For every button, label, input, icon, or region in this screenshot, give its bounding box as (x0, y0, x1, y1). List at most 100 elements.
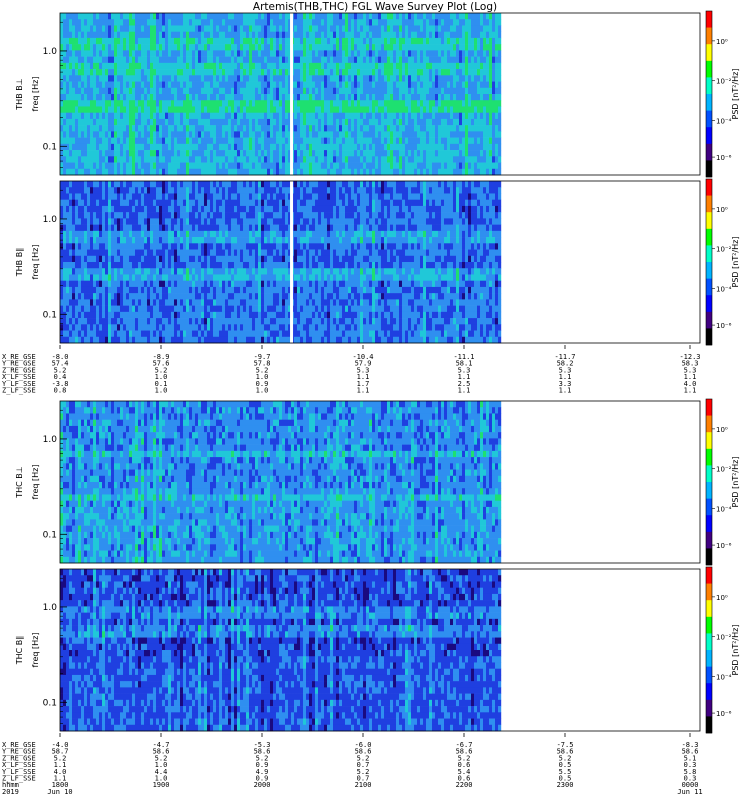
spectrogram-cell (417, 13, 421, 20)
spectrogram-cell (261, 37, 265, 45)
spectrogram-cell (123, 143, 127, 151)
spectrogram-cell (174, 143, 178, 151)
spectrogram-cell (309, 56, 313, 64)
spectrogram-cell (378, 81, 382, 89)
spectrogram-cell (192, 162, 196, 170)
spectrogram-cell (111, 87, 115, 95)
spectrogram-cell (378, 156, 382, 163)
spectrogram-cell (135, 69, 139, 76)
spectrogram-cell (255, 131, 259, 138)
spectrogram-cell (243, 94, 247, 101)
spectrogram-cell (162, 230, 166, 238)
spectrogram-cell (390, 100, 394, 107)
spectrogram-cell (411, 168, 415, 176)
spectrogram-cell (75, 318, 79, 325)
spectrogram-cell (87, 94, 91, 101)
spectrogram-cell (120, 37, 124, 45)
spectrogram-cell (228, 87, 232, 95)
spectrogram-cell (135, 205, 139, 213)
spectrogram-cell (384, 19, 388, 26)
spectrogram-cell (456, 37, 460, 45)
spectrogram-cell (273, 106, 277, 113)
spectrogram-cell (120, 293, 124, 300)
spectrogram-cell (363, 87, 367, 95)
spectrogram-cell (405, 168, 409, 176)
spectrogram-cell (108, 249, 112, 257)
spectrogram-cell (246, 87, 250, 95)
spectrogram-cell (150, 75, 154, 82)
spectrogram-cell (126, 106, 130, 113)
spectrogram-cell (372, 100, 376, 107)
spectrogram-cell (84, 50, 88, 57)
spectrogram-cell (270, 106, 274, 113)
spectrogram-cell (417, 44, 421, 51)
spectrogram-cell (339, 112, 343, 120)
spectrogram-cell (453, 106, 457, 113)
spectrogram-cell (150, 280, 154, 288)
spectrogram-cell (357, 25, 361, 32)
spectrogram-cell (210, 62, 214, 70)
spectrogram-cell (327, 143, 331, 151)
spectrogram-cell (351, 69, 355, 76)
spectrogram-cell (99, 100, 103, 107)
spectrogram-cell (300, 118, 304, 126)
spectrogram-cell (150, 13, 154, 20)
spectrogram-cell (405, 81, 409, 89)
spectrogram-cell (249, 131, 253, 138)
spectrogram-cell (159, 255, 163, 263)
spectrogram-cell (99, 19, 103, 26)
spectrogram-cell (168, 330, 172, 338)
spectrogram-cell (192, 137, 196, 145)
spectrogram-cell (102, 181, 106, 188)
spectrogram-cell (396, 44, 400, 51)
spectrogram-cell (381, 137, 385, 145)
spectrogram-cell (444, 50, 448, 57)
spectrogram-cell (180, 311, 184, 319)
spectrogram-cell (141, 262, 145, 269)
spectrogram-cell (396, 162, 400, 170)
spectrogram-cell (138, 75, 142, 82)
spectrogram-cell (87, 112, 91, 120)
spectrogram-cell (402, 13, 406, 20)
spectrogram-cell (474, 156, 478, 163)
spectrogram-cell (324, 56, 328, 64)
spectrogram-cell (150, 100, 154, 107)
spectrogram-cell (462, 143, 466, 151)
spectrogram-cell (93, 299, 97, 306)
spectrogram-cell (189, 143, 193, 151)
spectrogram-cell (117, 87, 121, 95)
spectrogram-cell (66, 112, 70, 120)
spectrogram-cell (282, 62, 286, 70)
spectrogram-cell (180, 330, 184, 338)
spectrogram-cell (222, 162, 226, 170)
spectrogram-cell (135, 280, 139, 288)
spectrogram-cell (99, 243, 103, 250)
spectrogram-cell (126, 100, 130, 107)
spectrogram-cell (93, 224, 97, 232)
spectrogram-cell (90, 56, 94, 64)
spectrogram-cell (108, 330, 112, 338)
spectrogram-cell (261, 162, 265, 170)
spectrogram-cell (480, 94, 484, 101)
spectrogram-cell (144, 162, 148, 170)
spectrogram-cell (114, 37, 118, 45)
spectrogram-cell (492, 56, 496, 64)
spectrogram-cell (345, 31, 349, 39)
spectrogram-cell (60, 100, 64, 107)
spectrogram-cell (87, 268, 91, 275)
spectrogram-cell (285, 56, 289, 64)
spectrogram-cell (123, 56, 127, 64)
spectrogram-cell (102, 50, 106, 57)
spectrogram-cell (105, 268, 109, 275)
spectrogram-cell (189, 106, 193, 113)
spectrogram-cell (240, 125, 244, 132)
spectrogram-cell (342, 100, 346, 107)
spectrogram-cell (351, 37, 355, 45)
spectrogram-cell (345, 44, 349, 51)
spectrogram-cell (258, 25, 262, 32)
spectrogram-cell (453, 125, 457, 132)
spectrogram-cell (318, 137, 322, 145)
spectrogram-cell (180, 299, 184, 306)
spectrogram-cell (111, 318, 115, 325)
spectrogram-cell (357, 44, 361, 51)
